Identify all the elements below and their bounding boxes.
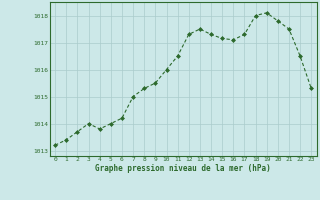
X-axis label: Graphe pression niveau de la mer (hPa): Graphe pression niveau de la mer (hPa) [95, 164, 271, 173]
